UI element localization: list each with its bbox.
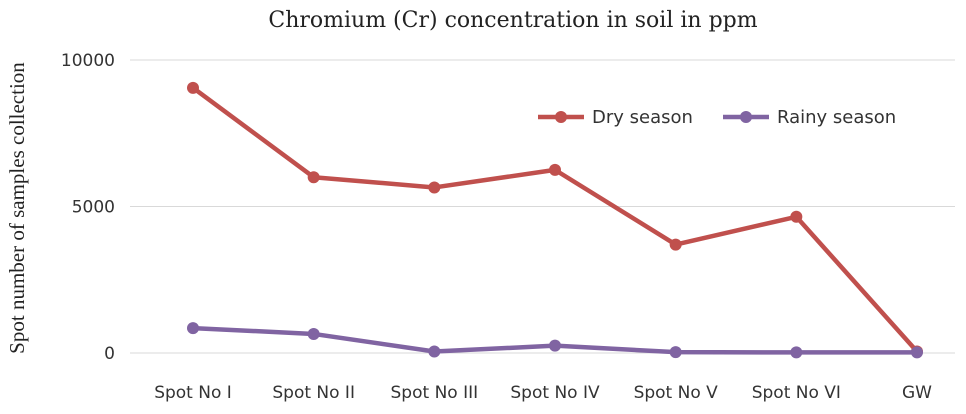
y-axis-label: Spot number of samples collection xyxy=(5,62,29,354)
x-tick-label: Spot No V xyxy=(634,383,719,403)
legend: Dry season Rainy season xyxy=(538,107,896,128)
x-tick-label: Spot No IV xyxy=(510,383,600,403)
x-tick-label: GW xyxy=(902,383,932,403)
y-tick-label: 5000 xyxy=(72,198,115,218)
data-point xyxy=(549,339,561,352)
y-tick-labels: 0 5000 10000 xyxy=(61,51,115,364)
y-tick-label: 0 xyxy=(104,344,115,364)
data-point xyxy=(307,171,320,184)
data-point xyxy=(428,345,441,358)
data-point xyxy=(790,346,803,359)
data-point xyxy=(911,346,923,359)
data-point xyxy=(187,81,199,94)
legend-swatch-marker xyxy=(555,111,567,123)
data-point xyxy=(669,238,682,251)
series-0 xyxy=(187,81,923,358)
x-tick-label: Spot No I xyxy=(154,383,232,403)
gridlines xyxy=(130,59,955,354)
series-1 xyxy=(187,322,923,359)
legend-label: Rainy season xyxy=(777,107,896,128)
data-point xyxy=(307,327,320,340)
chart-title: Chromium (Cr) concentration in soil in p… xyxy=(268,8,757,33)
data-point xyxy=(790,210,803,223)
x-tick-labels: Spot No I Spot No II Spot No III Spot No IV… xyxy=(154,383,932,403)
legend-item: Rainy season xyxy=(723,107,896,128)
x-tick-label: Spot No VI xyxy=(752,383,841,403)
data-point xyxy=(549,163,561,176)
x-tick-label: Spot No III xyxy=(391,383,479,403)
data-point xyxy=(187,322,199,335)
legend-swatch-marker xyxy=(740,111,752,123)
legend-label: Dry season xyxy=(592,107,693,128)
data-point xyxy=(669,346,682,359)
series-lines xyxy=(187,81,923,359)
data-point xyxy=(428,181,441,194)
legend-item: Dry season xyxy=(538,107,693,128)
x-tick-label: Spot No II xyxy=(272,383,355,403)
y-tick-label: 10000 xyxy=(61,51,115,71)
